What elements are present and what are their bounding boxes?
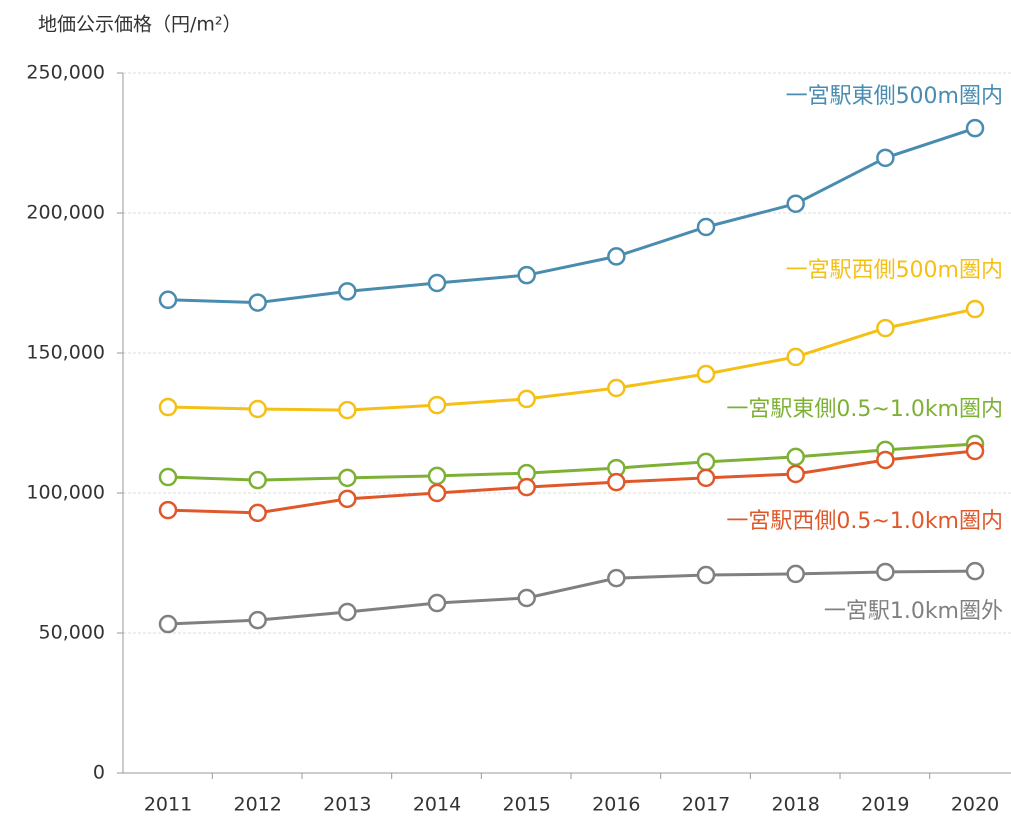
series-label: 一宮駅東側0.5~1.0km圏内 bbox=[726, 397, 1003, 422]
series-line bbox=[167, 442, 976, 482]
series-label: 一宮駅1.0km圏外 bbox=[824, 599, 1003, 624]
data-point bbox=[876, 148, 895, 168]
data-point bbox=[607, 247, 626, 266]
y-axis-title: 地価公示価格（円/m²） bbox=[38, 14, 242, 36]
data-point bbox=[158, 290, 178, 310]
series-label: 一宮駅西側500m圏内 bbox=[786, 258, 1003, 283]
data-point bbox=[607, 378, 626, 398]
data-point bbox=[965, 561, 985, 581]
series-line bbox=[167, 449, 976, 515]
y-tick-label: 250,000 bbox=[26, 62, 105, 84]
series-label: 一宮駅西側0.5~1.0km圏内 bbox=[726, 509, 1003, 534]
data-point bbox=[786, 564, 805, 584]
data-point bbox=[517, 588, 536, 608]
data-point bbox=[338, 602, 357, 622]
data-point bbox=[427, 395, 447, 415]
data-point bbox=[427, 593, 447, 613]
data-point bbox=[965, 118, 985, 138]
data-point bbox=[517, 389, 536, 409]
x-tick-label: 2019 bbox=[861, 794, 909, 816]
data-point bbox=[965, 299, 985, 319]
data-point bbox=[696, 468, 716, 488]
data-point bbox=[876, 562, 895, 582]
y-tick-label: 50,000 bbox=[39, 622, 105, 644]
x-tick-label: 2012 bbox=[233, 794, 281, 816]
data-point bbox=[786, 447, 805, 467]
y-tick-label: 0 bbox=[93, 762, 105, 784]
series-line bbox=[167, 569, 976, 626]
y-tick-label: 100,000 bbox=[26, 482, 105, 504]
data-point bbox=[696, 364, 716, 384]
data-point bbox=[607, 568, 626, 588]
data-point bbox=[338, 489, 357, 509]
x-tick-label: 2017 bbox=[682, 794, 730, 816]
data-point bbox=[607, 472, 626, 492]
data-point bbox=[427, 483, 447, 503]
data-point bbox=[696, 452, 716, 472]
series-label: 一宮駅東側500m圏内 bbox=[786, 84, 1003, 109]
x-tick-label: 2013 bbox=[323, 794, 371, 816]
x-tick-label: 2016 bbox=[592, 794, 640, 816]
data-point bbox=[248, 610, 267, 630]
x-tick-label: 2011 bbox=[144, 794, 192, 816]
data-point bbox=[338, 468, 357, 488]
x-tick-label: 2018 bbox=[772, 794, 820, 816]
series-line bbox=[167, 126, 976, 305]
y-tick-label: 200,000 bbox=[26, 202, 105, 224]
data-point bbox=[248, 470, 267, 490]
data-point bbox=[248, 399, 267, 419]
data-point bbox=[876, 450, 895, 470]
y-tick-label: 150,000 bbox=[26, 342, 105, 364]
data-point bbox=[517, 477, 536, 497]
data-point bbox=[876, 318, 895, 338]
data-point bbox=[427, 273, 447, 293]
data-point bbox=[786, 194, 805, 214]
data-point bbox=[338, 400, 357, 420]
x-tick-label: 2020 bbox=[951, 794, 999, 816]
data-point bbox=[427, 466, 447, 486]
data-point bbox=[965, 441, 985, 461]
data-point bbox=[158, 614, 178, 634]
data-point bbox=[696, 565, 716, 585]
data-point bbox=[338, 282, 357, 301]
x-tick-label: 2015 bbox=[503, 794, 551, 816]
data-point bbox=[158, 397, 178, 417]
data-point bbox=[786, 464, 805, 484]
data-point bbox=[248, 293, 267, 312]
x-tick-label: 2014 bbox=[413, 794, 461, 816]
series-line bbox=[167, 307, 976, 412]
data-point bbox=[158, 500, 178, 520]
data-point bbox=[786, 347, 805, 367]
data-point bbox=[517, 265, 536, 285]
data-point bbox=[248, 503, 267, 523]
data-point bbox=[158, 467, 178, 487]
data-point bbox=[696, 217, 716, 237]
